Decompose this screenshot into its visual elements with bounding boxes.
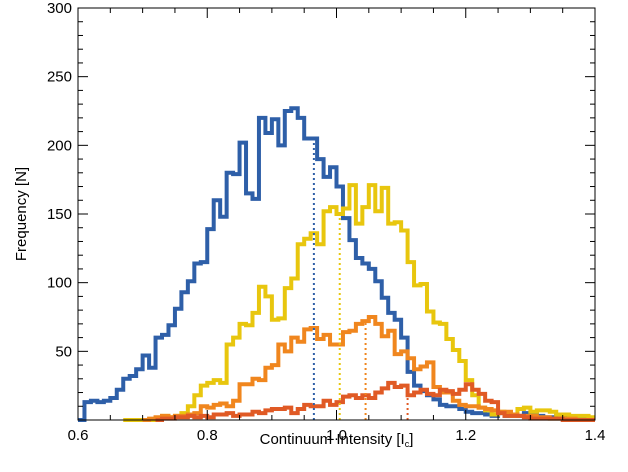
- y-tick-label: 200: [47, 137, 72, 154]
- x-tick-label: 0.6: [68, 427, 89, 444]
- axis-ticks: 0.6 0.8 1.0 1.2 1.4 50 100 150 200 250 300: [47, 0, 605, 444]
- y-tick-label: 300: [47, 0, 72, 17]
- series-layer: [78, 106, 595, 422]
- y-tick-label: 100: [47, 275, 72, 292]
- x-axis-title: Continuum Intensity [Ic]: [260, 431, 414, 449]
- x-tick-label: 1.2: [455, 427, 476, 444]
- x-tick-label: 0.8: [197, 427, 218, 444]
- x-tick-label: 1.4: [585, 427, 606, 444]
- series-3-line: [142, 315, 595, 422]
- x-tick-label: 1.0: [326, 427, 347, 444]
- series-1-line: [78, 106, 595, 422]
- y-tick-label: 250: [47, 69, 72, 86]
- series-4-line: [155, 380, 595, 422]
- y-axis-title: Frequency [N]: [13, 167, 30, 261]
- series-2-line: [123, 183, 595, 422]
- y-tick-label: 50: [55, 343, 72, 360]
- mean-markers: [312, 138, 409, 420]
- y-tick-label: 150: [47, 206, 72, 223]
